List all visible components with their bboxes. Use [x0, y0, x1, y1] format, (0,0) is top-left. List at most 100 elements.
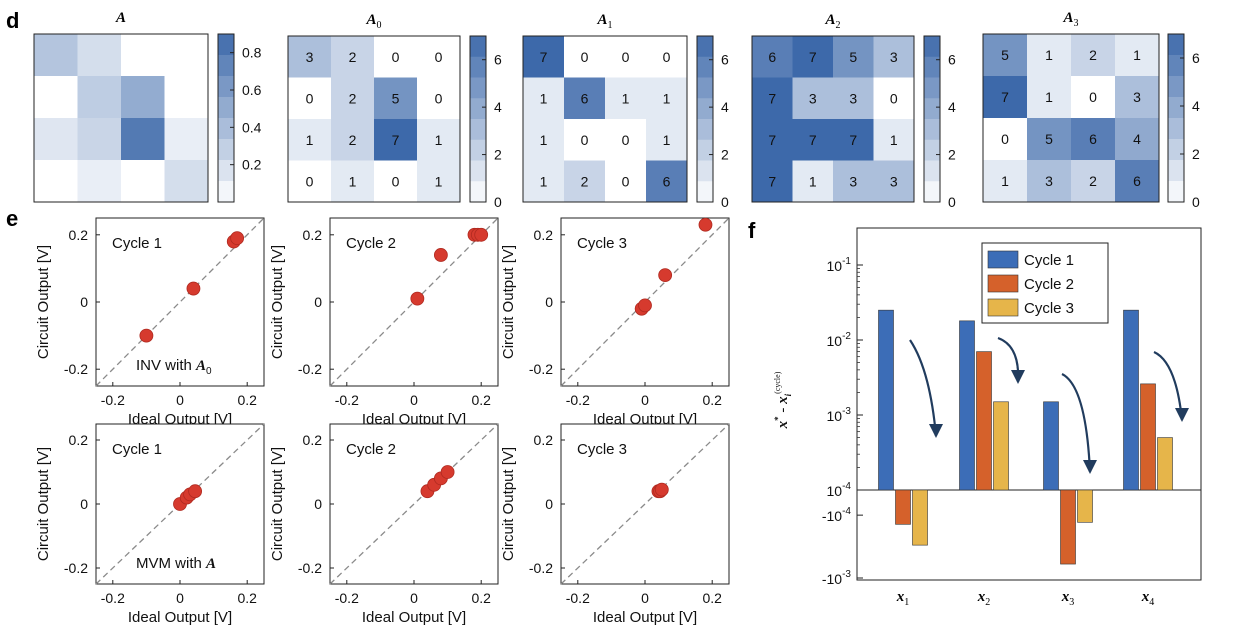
bar-cycle-1	[1123, 309, 1139, 491]
heatmap-cell-value: 0	[392, 173, 400, 189]
x-tick-label: 0.2	[702, 392, 722, 408]
identity-line	[329, 423, 499, 585]
heatmap-cell	[605, 160, 647, 203]
heatmap-cell-value: 3	[849, 90, 857, 106]
bar-cycle-3	[1157, 437, 1173, 491]
y-tick-label: 10-2	[827, 331, 852, 349]
heatmap-cell-value: 0	[622, 132, 630, 148]
heatmap-cell-value: 1	[1045, 89, 1053, 105]
heatmap-cell	[34, 160, 78, 203]
heatmap-cell-value: 1	[663, 90, 671, 106]
legend: Cycle 1 Cycle 2 Cycle 3	[981, 242, 1109, 324]
colorbar-step	[697, 98, 713, 120]
heatmap-cell	[752, 160, 793, 203]
y-tick-label: 0	[545, 496, 553, 512]
heatmap-cell-value: 1	[663, 132, 671, 148]
heatmap-cell	[564, 77, 606, 120]
heatmap-cell	[77, 34, 122, 77]
heatmap-cell	[873, 119, 915, 161]
x-axis-label: Ideal Output [V]	[593, 609, 697, 626]
heatmap-cell	[374, 77, 418, 120]
heatmap-cell-value: 2	[349, 132, 357, 148]
heatmap-cell	[1071, 160, 1116, 203]
heatmap-title-A2: A2	[824, 12, 840, 31]
heatmap-cell-value: 3	[306, 49, 314, 65]
heatmap-cell-value: 6	[581, 90, 589, 106]
heatmap-cell-value: 6	[768, 49, 776, 65]
heatmap-cell-value: 5	[1045, 131, 1053, 147]
colorbar-step	[1168, 118, 1184, 140]
colorbar-step	[218, 55, 234, 77]
y-axis-label: Circuit Output [V]	[500, 447, 517, 561]
heatmap-cell	[523, 119, 565, 161]
heatmap-cell	[331, 119, 375, 161]
heatmap-cell	[873, 36, 915, 78]
colorbar-step	[697, 56, 713, 78]
heatmap-cell-value: 0	[306, 90, 314, 106]
y-tick-label: 0.2	[69, 432, 89, 448]
x-category-label: x1	[896, 589, 910, 608]
colorbar-tick-label: 4	[721, 99, 729, 115]
heatmap-cell	[34, 118, 78, 161]
heatmap-cell-value: 0	[890, 90, 898, 106]
colorbar-step	[218, 97, 234, 119]
heatmap-title-A0: A0	[365, 12, 381, 31]
colorbar-step	[924, 160, 940, 182]
cycle-label: Cycle 3	[577, 441, 627, 458]
heatmap-cell-value: 7	[392, 132, 400, 148]
colorbar-step	[470, 181, 486, 203]
heatmap-title-A3: A3	[1062, 10, 1078, 29]
heatmap-cell-value: 7	[1001, 89, 1009, 105]
data-point	[638, 298, 652, 313]
heatmap-cell-value: 1	[809, 173, 817, 189]
heatmap-cell	[1115, 34, 1160, 77]
heatmap-cell-value: 0	[392, 49, 400, 65]
trend-arrow	[1061, 373, 1092, 473]
colorbar-tick-label: 2	[494, 147, 502, 163]
scatter-e-mvm-1: -0.2 0 0.2 -0.2 0 0.2 Ideal Output [V] Circuit …	[35, 423, 265, 626]
heatmap-cell-value: 7	[809, 132, 817, 148]
bar-cycle-1	[1043, 401, 1059, 491]
colorbar-tick-label: 6	[721, 52, 729, 68]
colorbar-tick-label: 0	[1192, 194, 1200, 210]
heatmap-cell	[77, 118, 122, 161]
heatmap-cell	[752, 36, 793, 78]
panel-label-f: f	[748, 218, 756, 243]
heatmap-cell	[1071, 118, 1116, 161]
y-tick-label: -0.2	[298, 560, 322, 576]
heatmap-cell	[121, 34, 165, 77]
x-tick-label: 0	[641, 590, 649, 606]
heatmap-cell-value: 3	[1133, 89, 1141, 105]
data-point	[440, 465, 455, 479]
y-tick-label: 0	[314, 496, 322, 512]
heatmap-A: A 0.8 0.6 0.4 0.2	[33, 10, 262, 203]
heatmap-cell-value: 0	[581, 132, 589, 148]
heatmap-cell	[1071, 76, 1116, 119]
data-point	[474, 227, 489, 242]
colorbar-tick-label: 2	[948, 147, 956, 163]
legend-label: Cycle 3	[1024, 300, 1074, 317]
colorbar-step	[218, 76, 234, 98]
heatmap-cell-value: 0	[1001, 131, 1009, 147]
heatmap-cell-value: 1	[306, 132, 314, 148]
colorbar-tick-label: 0.8	[242, 45, 262, 61]
annotation: INV with A0	[136, 357, 212, 377]
colorbar-step	[924, 181, 940, 203]
colorbar-step	[924, 36, 940, 58]
colorbar-step	[470, 139, 486, 161]
heatmap-cell-value: 6	[663, 173, 671, 189]
legend-label: Cycle 2	[1024, 276, 1074, 293]
colorbar-step	[470, 119, 486, 141]
heatmap-cell-value: 2	[1089, 47, 1097, 63]
heatmap-cell-value: 2	[349, 49, 357, 65]
heatmap-cell-value: 0	[435, 49, 443, 65]
colorbar-step	[218, 160, 234, 182]
heatmap-cell	[34, 34, 78, 77]
colorbar-step	[697, 181, 713, 203]
colorbar-tick-label: 6	[494, 52, 502, 68]
heatmap-cell	[646, 36, 688, 78]
bar-chart-f: 10-1 10-2 10-3 10-4 -10-4 -10-3 x* - xi(cycle)…	[773, 227, 1202, 608]
heatmap-cell-value: 0	[622, 173, 630, 189]
